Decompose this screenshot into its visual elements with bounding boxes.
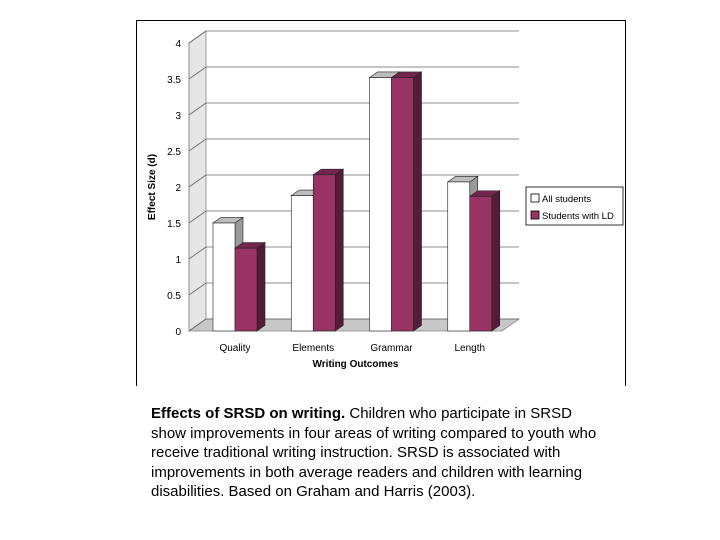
x-tick-label: Elements [292, 343, 334, 354]
bar-side [413, 71, 422, 332]
bar-side [256, 242, 266, 332]
bar-all-students-quality [212, 222, 236, 332]
gridline-side [188, 102, 207, 116]
y-tick-label: 3 [175, 111, 181, 122]
bar-students-with-ld-elements [312, 174, 336, 332]
y-tick-label: 1 [175, 255, 181, 266]
y-tick-label: 2 [175, 183, 181, 194]
legend-entry: Students with LD [542, 211, 614, 222]
gridline-side [188, 66, 207, 80]
y-tick-label: 0 [175, 327, 181, 338]
gridline-side [188, 246, 207, 260]
bar-side [334, 168, 344, 332]
legend [525, 186, 624, 226]
y-tick-label: 4 [175, 39, 181, 50]
bar-all-students-grammar [369, 77, 392, 332]
x-tick-label: Grammar [370, 343, 413, 354]
bar-all-students-length [447, 181, 471, 332]
caption-body: Children who participate in SRSD show im… [151, 405, 597, 500]
x-tick-label: Quality [219, 343, 250, 354]
legend-swatch [530, 210, 540, 220]
bar-chart: 0 0.5 1 1.5 2 2.5 3 3.5 4 Quality Elements Grammar L… [147, 30, 624, 370]
y-tick-label: 0.5 [167, 291, 181, 302]
bar-students-with-ld-grammar [391, 77, 414, 332]
x-axis-title: Writing Outcomes [313, 359, 399, 370]
legend-entry: All students [542, 194, 591, 205]
caption-title: Effects of SRSD on writing. [151, 405, 346, 422]
gridline-side [188, 174, 207, 188]
bar-students-with-ld-quality [234, 247, 258, 332]
bar-side [491, 190, 501, 332]
y-tick-label: 2.5 [167, 147, 181, 158]
chart-panel: 0 0.5 1 1.5 2 2.5 3 3.5 4 Quality Elements Grammar L… [136, 20, 626, 386]
y-tick-label: 1.5 [167, 219, 181, 230]
bar-students-with-ld-length [469, 196, 493, 332]
y-tick-label: 3.5 [167, 75, 181, 86]
bar-all-students-elements [290, 195, 314, 332]
gridline-side [188, 138, 207, 152]
y-axis-title: Effect Size (d) [147, 154, 158, 220]
gridline-side [188, 30, 207, 44]
gridline-side [188, 210, 207, 224]
figure-caption: Effects of SRSD on writing. Children who… [151, 404, 601, 502]
gridline-side [188, 282, 207, 296]
gridline-side [188, 318, 207, 332]
legend-swatch [530, 193, 540, 203]
x-tick-label: Length [454, 343, 485, 354]
